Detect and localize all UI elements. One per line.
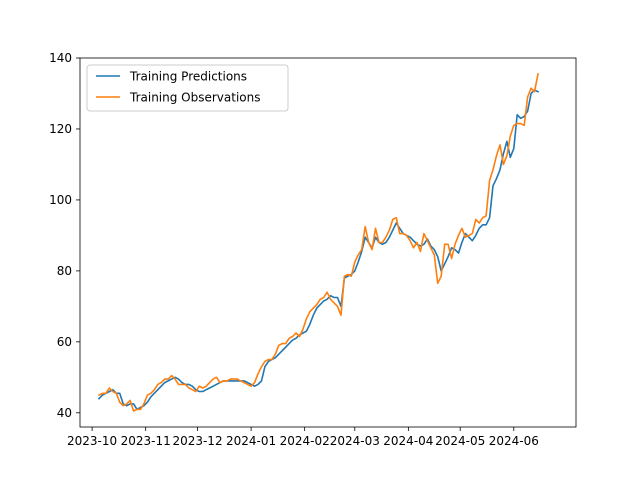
x-tick-label-3: 2024-01 xyxy=(226,434,276,448)
x-tick-label-0: 2023-10 xyxy=(67,434,117,448)
x-tick-label-8: 2024-06 xyxy=(489,434,539,448)
legend-box xyxy=(86,64,289,112)
x-axis: 2023-10 2023-11 2023-12 2024-01 2024-02 2024-… xyxy=(67,427,539,448)
y-tick-label-0: 40 xyxy=(57,406,72,420)
y-tick-label-3: 100 xyxy=(49,193,72,207)
y-tick-label-4: 120 xyxy=(49,122,72,136)
series-line-1 xyxy=(97,73,539,412)
x-tick-label-4: 2024-02 xyxy=(280,434,330,448)
x-tick-label-2: 2023-12 xyxy=(172,434,222,448)
y-tick-label-2: 80 xyxy=(57,264,72,278)
y-tick-label-1: 60 xyxy=(57,335,72,349)
x-tick-label-5: 2024-03 xyxy=(330,434,380,448)
legend: Training Predictions Training Observation… xyxy=(86,64,289,112)
series-layer xyxy=(97,73,540,412)
y-tick-label-5: 140 xyxy=(49,51,72,65)
x-tick-label-1: 2023-11 xyxy=(121,434,171,448)
plot-frame xyxy=(79,57,577,428)
legend-label-0: Training Predictions xyxy=(129,70,247,84)
x-tick-label-7: 2024-05 xyxy=(435,434,485,448)
x-tick-label-6: 2024-04 xyxy=(383,434,433,448)
y-axis: 40 60 80 100 120 140 xyxy=(49,51,80,420)
legend-label-1: Training Observations xyxy=(129,91,261,105)
